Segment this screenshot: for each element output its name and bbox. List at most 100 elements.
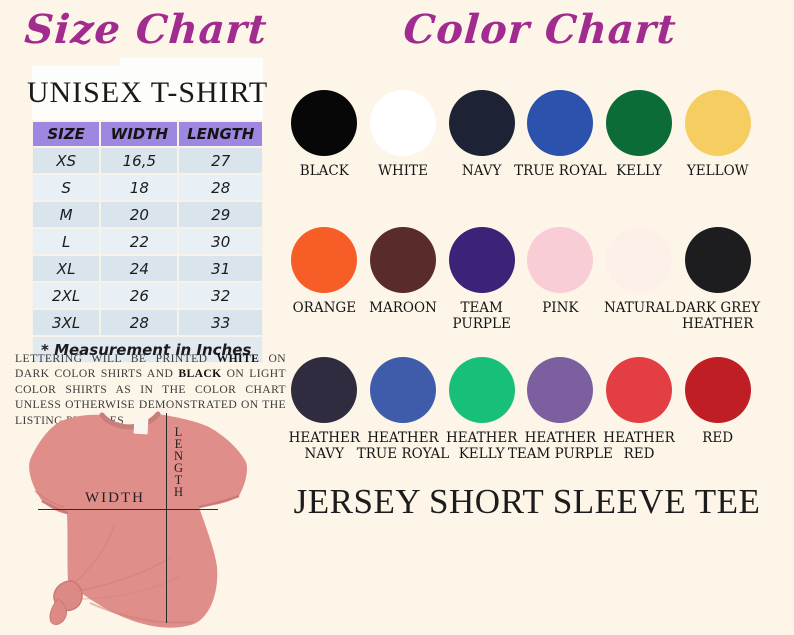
tshirt-illustration	[29, 411, 248, 628]
color-label: PINK	[542, 300, 579, 316]
length-cell: 31	[178, 255, 263, 282]
color-circle	[684, 90, 751, 156]
color-swatch-maroon: MAROON	[364, 227, 443, 333]
color-swatch-white: WHITE	[364, 90, 443, 179]
color-swatch-red: RED	[678, 357, 757, 463]
tshirt-collar	[99, 411, 161, 430]
color-swatch-kelly: KELLY	[600, 90, 679, 179]
color-swatch-dark-grey-heather: DARK GREY HEATHER	[675, 227, 761, 333]
color-circle	[527, 227, 594, 293]
right-cuff-fold	[198, 494, 240, 509]
length-cell: 33	[178, 309, 263, 336]
color-swatch-heather-red: HEATHER RED	[600, 357, 679, 463]
fold-line	[73, 524, 115, 584]
length-cell: 30	[178, 228, 263, 255]
color-chart-title: Color Chart	[401, 6, 679, 53]
color-label: YELLOW	[686, 163, 749, 179]
color-row-2: ORANGE MAROON TEAM PURPLE PINK	[285, 227, 761, 333]
color-swatch-black: BLACK	[285, 90, 364, 179]
width-cell: 18	[100, 174, 179, 201]
width-cell: 22	[100, 228, 179, 255]
color-swatch-true-royal: TRUE ROYAL	[514, 90, 607, 179]
color-label: MAROON	[369, 300, 437, 316]
color-circle	[448, 357, 515, 423]
note-black-emphasis: black	[178, 367, 222, 381]
size-table-header-row: SIZE WIDTH LENGTH	[32, 121, 263, 147]
size-cell: L	[32, 228, 101, 255]
width-cell: 16,5	[100, 147, 179, 174]
table-row: L 22 30	[32, 228, 263, 255]
table-row: XS 16,5 27	[32, 147, 263, 174]
color-circle	[291, 227, 358, 293]
color-circle	[370, 357, 436, 423]
width-cell: 26	[100, 282, 179, 309]
table-row: 3XL 28 33	[32, 309, 263, 336]
color-label: HEATHER TEAM PURPLE	[507, 430, 613, 463]
size-chart-title: Size Chart	[23, 6, 269, 53]
color-circle	[684, 357, 751, 423]
size-cell: S	[32, 174, 101, 201]
size-cell: 3XL	[32, 309, 101, 336]
color-circle	[527, 90, 594, 156]
size-cell: XS	[32, 147, 101, 174]
color-swatch-team-purple: TEAM PURPLE	[442, 227, 521, 333]
color-label: DARK GREY HEATHER	[675, 300, 761, 333]
width-cell: 28	[100, 309, 179, 336]
color-circle	[448, 90, 515, 156]
width-cell: 24	[100, 255, 179, 282]
color-circle	[291, 90, 358, 156]
length-measure-line	[166, 413, 167, 623]
measurement-footnote: * Measurement in Inches	[32, 336, 263, 363]
color-circle	[684, 227, 751, 293]
size-cell: XL	[32, 255, 101, 282]
length-cell: 29	[178, 201, 263, 228]
length-cell: 27	[178, 147, 263, 174]
color-swatch-pink: PINK	[521, 227, 600, 333]
width-label: WIDTH	[85, 490, 145, 506]
width-measure-line	[38, 509, 218, 510]
width-cell: 20	[100, 201, 179, 228]
size-cell: 2XL	[32, 282, 101, 309]
subtitle-panel-extension	[120, 58, 263, 68]
subtitle-panel: UNISEX T-SHIRT	[27, 66, 267, 120]
color-label: TEAM PURPLE	[452, 300, 511, 333]
color-circle	[606, 227, 673, 293]
left-cuff-fold	[41, 499, 69, 515]
color-label: HEATHER NAVY	[288, 430, 361, 463]
table-footnote-row: * Measurement in Inches	[32, 336, 263, 363]
tshirt-knot-tail	[49, 598, 67, 625]
size-cell: M	[32, 201, 101, 228]
table-row: M 20 29	[32, 201, 263, 228]
color-label: HEATHER KELLY	[445, 430, 518, 463]
color-label: RED	[702, 430, 734, 446]
length-cell: 32	[178, 282, 263, 309]
color-swatch-natural: NATURAL	[600, 227, 679, 333]
color-circle	[370, 90, 436, 156]
length-column-header: LENGTH	[178, 121, 263, 147]
color-circle	[448, 227, 515, 293]
color-swatch-orange: ORANGE	[285, 227, 364, 333]
color-swatch-navy: NAVY	[442, 90, 521, 179]
tshirt-body	[29, 414, 248, 628]
color-circle	[527, 357, 594, 423]
color-label: TRUE ROYAL	[514, 163, 607, 179]
color-swatch-heather-true-royal: HEATHER TRUE ROYAL	[357, 357, 449, 463]
color-row-1: BLACK WHITE NAVY TRUE ROYAL	[285, 90, 757, 179]
size-column-header: SIZE	[32, 121, 101, 147]
color-swatch-heather-kelly: HEATHER KELLY	[442, 357, 521, 463]
neck-tag	[133, 418, 149, 435]
color-circle	[606, 90, 673, 156]
color-label: NATURAL	[603, 300, 675, 316]
table-row: XL 24 31	[32, 255, 263, 282]
fold-line	[79, 576, 181, 600]
color-row-3: HEATHER NAVY HEATHER TRUE ROYAL HEATHER …	[285, 357, 757, 463]
color-swatch-yellow: YELLOW	[678, 90, 757, 179]
note-text: on dark color shirts and	[15, 352, 287, 381]
left-cuff-roll	[34, 490, 65, 508]
length-cell: 28	[178, 174, 263, 201]
note-white-emphasis: white	[216, 352, 260, 365]
color-label: NAVY	[461, 163, 502, 179]
color-label: KELLY	[616, 163, 662, 179]
garment-type-heading: UNISEX T-SHIRT	[26, 76, 269, 109]
